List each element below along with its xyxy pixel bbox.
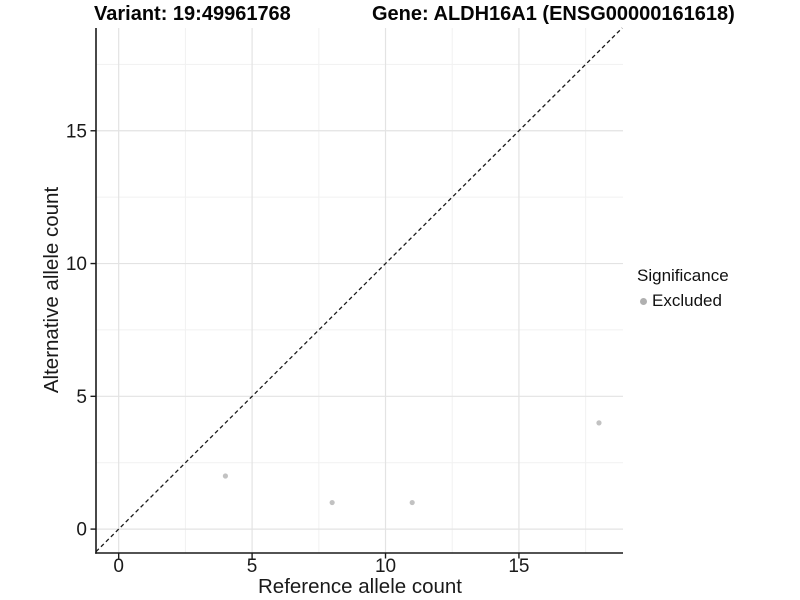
legend-key-point-icon	[640, 297, 647, 305]
y-tick-label: 5	[76, 387, 87, 408]
x-tick-label: 15	[508, 556, 529, 577]
legend-title: Significance	[637, 266, 729, 285]
y-tick-label: 10	[66, 254, 87, 275]
geom-layer	[95, 27, 623, 553]
grid-layer	[96, 28, 623, 553]
plot-title-gene: Gene: ALDH16A1 (ENSG00000161618)	[372, 3, 735, 25]
plot-title-variant: Variant: 19:49961768	[94, 3, 291, 25]
data-point	[329, 499, 335, 506]
legend-item-excluded: Excluded	[640, 291, 729, 311]
data-point	[222, 473, 229, 479]
x-axis-title: Reference allele count	[258, 575, 462, 598]
legend: Significance Excluded	[637, 266, 729, 311]
x-tick-label: 0	[113, 556, 124, 577]
legend-item-label: Excluded	[652, 291, 722, 310]
identity-line	[95, 27, 623, 553]
data-point	[409, 499, 415, 506]
axis-layer: 0 5 10 15 0 5 10 15	[66, 28, 623, 577]
x-tick-label: 10	[375, 556, 396, 577]
x-tick-label: 5	[247, 556, 258, 577]
y-tick-label: 0	[76, 520, 87, 541]
y-tick-label: 15	[66, 121, 87, 142]
y-axis-title: Alternative allele count	[40, 187, 63, 394]
data-point	[596, 420, 602, 426]
